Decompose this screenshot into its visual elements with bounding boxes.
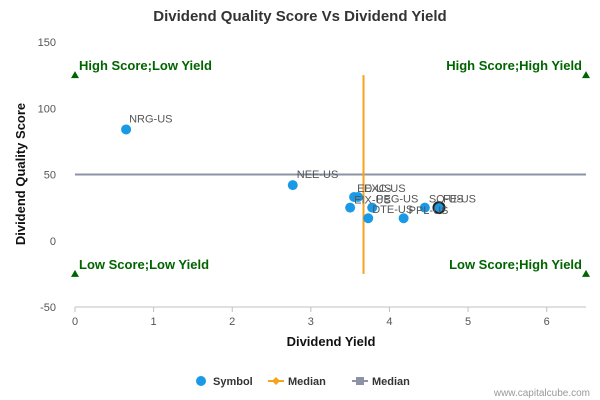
point-label: PEG-US xyxy=(376,194,418,206)
point-label: DTE-US xyxy=(372,204,413,216)
quadrant-labels: High Score;Low Yield High Score;High Yie… xyxy=(79,58,582,272)
quadrant-label-top-left: High Score;Low Yield xyxy=(79,58,212,73)
credit-text: www.capitalcube.com xyxy=(493,388,590,399)
point-label: EXC-US xyxy=(364,183,406,195)
data-point xyxy=(345,202,356,213)
marker-bottom-right xyxy=(582,269,590,277)
quadrant-label-bottom-right: Low Score;High Yield xyxy=(449,257,582,272)
point-label: ED-US xyxy=(357,183,391,195)
x-tick-label: 4 xyxy=(386,316,392,328)
legend-marker-median xyxy=(356,377,364,385)
quadrant-label-bottom-left: Low Score;Low Yield xyxy=(79,257,209,272)
x-axis-title: Dividend Yield xyxy=(287,334,376,349)
axes: 0 1 2 3 4 5 6 -50 0 50 100 150 xyxy=(38,37,586,328)
point-label: FE-US xyxy=(443,194,476,206)
data-point xyxy=(353,192,364,203)
x-tick-label: 2 xyxy=(229,316,235,328)
data-point xyxy=(363,213,374,224)
x-tick-label: 6 xyxy=(544,316,550,328)
marker-bottom-left xyxy=(71,269,79,277)
point-label: SO-US xyxy=(429,194,464,206)
data-point xyxy=(398,213,409,224)
legend-label: Median xyxy=(288,376,326,388)
data-point xyxy=(419,202,430,213)
x-tick-label: 0 xyxy=(72,316,78,328)
data-point xyxy=(367,202,378,213)
point-label: NEE-US xyxy=(297,169,339,181)
legend: Symbol Median Median xyxy=(196,376,410,388)
chart-title: Dividend Quality Score Vs Dividend Yield xyxy=(153,8,446,25)
y-axis-title: Dividend Quality Score xyxy=(13,103,28,245)
highlight-ring xyxy=(432,201,446,215)
legend-label: Median xyxy=(372,376,410,388)
y-tick-label: 50 xyxy=(44,170,56,182)
quadrant-label-top-right: High Score;High Yield xyxy=(446,58,582,73)
marker-top-right xyxy=(582,71,590,79)
marker-top-left xyxy=(71,71,79,79)
median-lines xyxy=(75,75,586,274)
corner-markers xyxy=(71,71,590,277)
x-tick-label: 5 xyxy=(465,316,471,328)
point-label: PPL-US xyxy=(409,205,449,217)
point-label: NRG-US xyxy=(129,113,172,125)
data-point xyxy=(121,124,132,135)
point-label: EIX-US xyxy=(354,195,391,207)
legend-label: Symbol xyxy=(213,376,253,388)
point-labels: NRG-US NEE-US ED-USEXC-USEIX-USPEG-USDTE-U… xyxy=(129,113,476,217)
legend-marker-median xyxy=(272,377,280,385)
x-tick-label: 3 xyxy=(308,316,314,328)
x-tick-label: 1 xyxy=(151,316,157,328)
y-tick-label: -50 xyxy=(40,302,56,314)
legend-marker-symbol xyxy=(196,376,206,386)
data-points xyxy=(121,124,446,224)
data-point xyxy=(287,180,298,191)
data-point xyxy=(433,202,444,213)
y-tick-label: 100 xyxy=(38,103,56,115)
y-tick-label: 150 xyxy=(38,37,56,49)
y-tick-label: 0 xyxy=(50,236,56,248)
